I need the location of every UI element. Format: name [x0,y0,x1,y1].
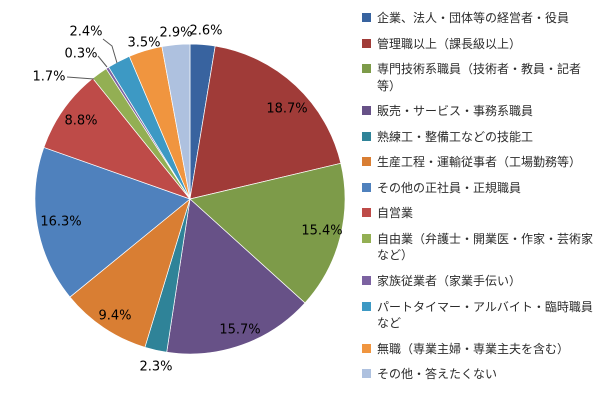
pie-slice-percent-label-9: 1.7% [32,70,65,85]
pie-slice-percent-label-13: 2.9% [159,26,192,41]
legend-swatch-icon [362,301,371,311]
legend-swatch-icon [362,182,371,192]
legend-item-9: 自由業（弁護士・開業医・作家・芸術家など） [362,231,598,264]
legend-item-13: その他・答えたくない [362,366,598,383]
legend-item-label: その他の正社員・正規職員 [377,180,522,195]
pie-slice-percent-label-10: 0.3% [64,47,97,62]
legend-item-label: 企業、法人・団体等の経営者・役員 [377,11,570,25]
legend-item-12: 無職（専業主婦・専業主夫を含む） [362,341,598,358]
legend-item-label: 販売・サービス・事務系職員 [377,104,534,119]
pie-slice-percent-label-4: 15.7% [219,323,260,338]
legend-item-label: 生産工程・運輸従事者（工場勤務等） [377,155,582,170]
legend-swatch-icon [362,131,371,141]
legend-swatch-icon [362,343,371,353]
pie-slice-percent-label-7: 16.3% [40,215,81,230]
legend-swatch-icon [362,208,371,218]
legend-item-label: 自由業（弁護士・開業医・作家・芸術家など） [377,231,594,263]
pie-slice-6 [69,198,191,348]
legend-swatch-icon [362,157,371,167]
legend-item-4: 販売・サービス・事務系職員 [362,103,598,120]
legend-swatch-icon [362,369,371,379]
legend-item-5: 熟練工・整備工などの技能工 [362,129,598,146]
legend-item-label: その他・答えたくない [377,367,498,382]
pie-slice-percent-label-8: 8.8% [64,114,97,129]
legend-swatch-icon [362,38,371,48]
pie-slice-percent-label-1: 2.6% [189,24,222,39]
pie-slice-percent-label-2: 18.7% [266,102,307,117]
label-leader-line-11 [102,38,118,64]
legend-swatch-icon [362,233,371,243]
legend-item-label: 熟練工・整備工などの技能工 [377,129,534,144]
legend-item-label: パートタイマー・アルバイト・臨時職員など [377,299,593,331]
pie-slice-percent-label-3: 15.4% [301,224,342,239]
legend-item-label: 専門技術系職員（技術者・教員・記者等） [377,62,582,93]
legend-item-label: 管理職以上（課長級以上） [377,36,522,51]
pie-slice-13 [161,43,191,200]
label-leader-line-10 [97,55,108,68]
pie-slice-percent-label-6: 9.4% [98,309,131,324]
legend-item-11: パートタイマー・アルバイト・臨時職員など [362,299,598,332]
pie-chart: 2.6% 18.7% 15.4% 15.7% 2.3% 9.4% 16.3% 8.8% 1.7%… [32,24,346,375]
legend-item-6: 生産工程・運輸従事者（工場勤務等） [362,154,598,171]
pie-slice-3 [189,162,346,304]
legend-item-8: 自営業 [362,205,598,222]
pie-slice-percent-label-12: 3.5% [127,36,160,51]
legend-swatch-icon [362,106,371,116]
legend-item-10: 家族従業者（家業手伝い） [362,273,598,290]
legend-item-7: その他の正社員・正規職員 [362,180,598,197]
pie-slice-percent-label-5: 2.3% [139,360,172,375]
pie-slice-4 [166,198,306,355]
legend-item-label: 無職（専業主婦・専業主夫を含む） [377,341,570,356]
chart-legend: 企業、法人・団体等の経営者・役員 管理職以上（課長級以上） 専門技術系職員（技術者・… [362,10,598,392]
legend-swatch-icon [362,13,371,22]
legend-swatch-icon [362,64,371,74]
legend-swatch-icon [362,276,371,286]
legend-item-1: 企業、法人・団体等の経営者・役員 [362,10,598,27]
pie-slice-percent-label-11: 2.4% [69,25,102,40]
legend-item-3: 専門技術系職員（技術者・教員・記者等） [362,61,598,94]
pie-slice-7 [34,146,191,298]
pie-slice-8 [43,77,192,200]
label-leader-line-9 [66,76,95,80]
legend-item-2: 管理職以上（課長級以上） [362,36,598,53]
pie-slice-2 [189,45,342,200]
legend-item-label: 家族従業者（家業手伝い） [377,274,522,289]
legend-item-label: 自営業 [377,206,414,221]
